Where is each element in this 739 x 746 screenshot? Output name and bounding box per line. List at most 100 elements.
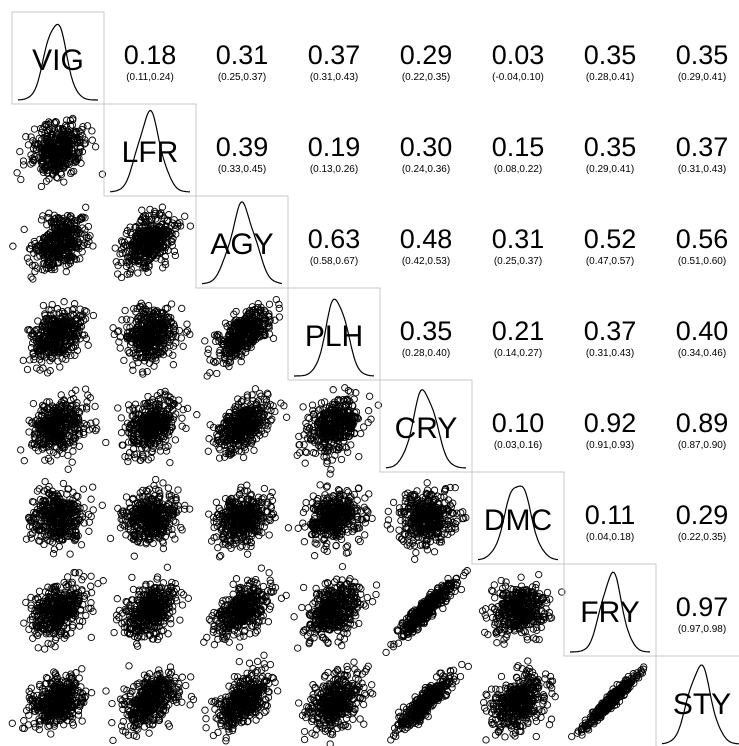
scatter-panel-cry-lfr: [102, 387, 201, 467]
scatter-point: [20, 225, 28, 234]
scatter-point: [71, 149, 79, 158]
scatter-panel-plh-vig: [19, 298, 98, 377]
scatter-point: [79, 123, 87, 131]
correlation-value: 0.21: [492, 316, 545, 346]
scatter-point: [62, 268, 70, 276]
correlation-ci: (0.14,0.27): [494, 348, 542, 359]
scatter-point: [87, 495, 95, 503]
correlation-cell-lfr-fry: 0.35(0.29,0.41): [584, 132, 637, 175]
scatter-point: [178, 414, 186, 422]
scatter-point: [39, 212, 47, 220]
correlation-cell-plh-cry: 0.35(0.28,0.40): [400, 316, 453, 359]
correlation-ci: (0.42,0.53): [402, 256, 450, 267]
scatter-point: [89, 483, 97, 491]
scatter-point: [46, 137, 55, 145]
diagonal-panel-lfr: LFR: [103, 103, 197, 197]
density-curve: [17, 23, 98, 101]
scatter-point: [250, 446, 258, 454]
scatter-point: [179, 342, 187, 350]
correlation-ci: (0.91,0.93): [586, 440, 634, 451]
correlation-value: 0.29: [400, 40, 453, 70]
scatter-point: [91, 143, 100, 151]
scatter-point: [144, 392, 152, 401]
scatter-panel-cry-agy: [204, 385, 288, 462]
scatter-point: [63, 151, 72, 160]
scatter-point: [37, 182, 46, 191]
correlation-value: 0.35: [676, 40, 729, 70]
scatter-point: [73, 149, 81, 158]
correlation-ci: (0.08,0.22): [494, 164, 542, 175]
correlation-value: 0.40: [676, 316, 729, 346]
scatter-point: [71, 351, 79, 359]
correlation-cell-lfr-sty: 0.37(0.31,0.43): [676, 132, 729, 175]
correlation-ci: (0.58,0.67): [310, 256, 358, 267]
scatter-point: [152, 475, 160, 484]
scatter-point: [171, 436, 180, 444]
scatter-panel-lfr-vig: [13, 114, 107, 191]
correlation-value: 0.19: [308, 132, 361, 162]
correlation-cell-vig-sty: 0.35 (0.29,0.41): [676, 40, 729, 83]
scatter-point: [59, 153, 67, 161]
correlation-value: 0.35: [584, 40, 637, 70]
scatter-point: [130, 552, 138, 560]
correlation-ci: (0.11,0.24): [126, 72, 174, 83]
correlation-value: 0.03: [492, 40, 545, 70]
correlation-ci: (0.29,0.41): [678, 72, 726, 83]
correlation-ci: (-0.04,0.10): [492, 72, 544, 83]
correlation-cell-vig-cry: 0.29(0.22,0.35): [400, 40, 453, 83]
scatter-point: [355, 452, 363, 461]
scatter-point: [251, 385, 260, 393]
scatter-point: [19, 161, 28, 169]
scatter-point: [181, 212, 189, 220]
scatter-point: [64, 465, 72, 473]
scatter-point: [169, 361, 178, 369]
scatter-point: [68, 168, 76, 176]
scatter-point: [82, 203, 90, 211]
correlation-ci: (0.13,0.26): [310, 164, 358, 175]
scatter-point: [125, 348, 134, 357]
scatter-point: [83, 122, 92, 130]
correlation-cell-lfr-dmc: 0.15(0.08,0.22): [492, 132, 545, 175]
correlation-value: 0.35: [400, 316, 453, 346]
scatter-point: [29, 275, 37, 283]
scatter-point: [45, 175, 53, 183]
scatter-point: [79, 485, 88, 493]
scatter-point: [78, 148, 87, 156]
scatter-point: [117, 414, 125, 422]
scatter-point: [60, 131, 68, 139]
scatter-point: [114, 404, 122, 412]
correlation-ci: (0.28,0.41): [586, 72, 634, 83]
scatter-point: [19, 157, 28, 165]
correlation-value: 0.18: [124, 40, 177, 70]
scatter-point: [77, 541, 86, 549]
scatter-point: [69, 116, 77, 124]
variable-label: CRY: [395, 412, 458, 445]
scatter-point: [56, 125, 64, 133]
correlation-ci: (0.25,0.37): [218, 72, 266, 83]
scatter-point: [54, 174, 62, 182]
correlation-value: 0.92: [584, 408, 637, 438]
correlation-cell-vig-fry: 0.35 (0.28,0.41): [584, 40, 637, 83]
scatter-point: [55, 145, 64, 153]
scatter-point: [57, 138, 66, 146]
scatter-point: [134, 269, 142, 277]
correlation-cell-agy-plh: 0.63(0.58,0.67): [308, 224, 361, 267]
scatter-point: [327, 465, 335, 474]
scatter-point: [122, 315, 131, 323]
correlation-value: 0.56: [676, 224, 729, 254]
scatter-point: [84, 341, 92, 349]
scatter-point: [23, 254, 32, 262]
scatter-point: [347, 441, 355, 449]
scatter-point: [89, 311, 98, 320]
scatter-point: [201, 337, 209, 345]
scatter-point: [72, 157, 80, 166]
scatter-point: [39, 301, 48, 310]
scatter-point: [93, 425, 101, 433]
correlation-ci: (0.31,0.43): [586, 348, 634, 359]
scatter-point: [40, 540, 48, 549]
scatter-point: [13, 169, 21, 177]
correlation-value: 0.35: [584, 132, 637, 162]
correlation-cell-vig-dmc: 0.03 (-0.04,0.10): [492, 40, 545, 83]
scatter-point: [138, 206, 146, 214]
